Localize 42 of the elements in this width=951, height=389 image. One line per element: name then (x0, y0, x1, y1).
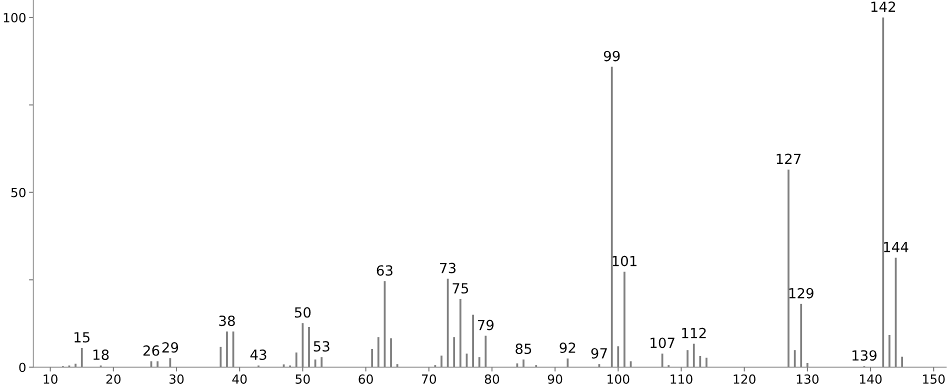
annotation: 101 (612, 256, 636, 266)
annotation: 85 (516, 344, 532, 354)
y-tick-label: 100 (4, 12, 26, 22)
annotation: 43 (250, 349, 266, 360)
annotation: 75 (452, 283, 468, 294)
annotation: 15 (74, 332, 90, 343)
annotation: 97 (591, 348, 607, 359)
y-tick-label: 0 (19, 362, 26, 372)
annotation: 79 (478, 320, 494, 330)
annotation: 127 (776, 154, 801, 164)
x-tick-label: 60 (358, 374, 373, 384)
x-tick-label: 130 (796, 374, 819, 384)
annotation: 92 (560, 342, 576, 354)
annotation: 112 (682, 328, 706, 338)
annotation: 38 (219, 316, 235, 326)
x-tick-label: 120 (734, 374, 756, 384)
annotation: 18 (93, 349, 109, 360)
x-tick-label: 50 (296, 374, 310, 384)
annotation: 63 (376, 265, 392, 276)
annotation: 73 (440, 262, 456, 274)
x-tick-label: 70 (422, 374, 436, 384)
annotation: 144 (884, 242, 908, 252)
annotation: 142 (871, 2, 896, 12)
annotation: 53 (314, 341, 330, 352)
x-tick-label: 90 (548, 374, 562, 384)
x-tick-label: 80 (484, 374, 500, 384)
x-tick-label: 110 (670, 374, 692, 384)
annotation: 26 (143, 345, 160, 356)
x-tick-label: 100 (608, 374, 630, 384)
x-tick-label: 10 (44, 374, 58, 384)
annotation: 129 (789, 288, 814, 298)
annotation: 107 (650, 338, 674, 348)
x-tick-label: 40 (232, 374, 247, 384)
annotation: 139 (852, 350, 876, 361)
y-tick-label: 50 (11, 188, 26, 198)
x-tick-label: 30 (170, 374, 184, 384)
annotation: 50 (294, 307, 311, 318)
x-tick-label: 140 (860, 374, 882, 384)
annotation: 99 (604, 50, 620, 62)
annotation: 29 (162, 342, 178, 353)
x-tick-label: 20 (106, 374, 121, 384)
x-tick-label: 150 (923, 374, 945, 384)
